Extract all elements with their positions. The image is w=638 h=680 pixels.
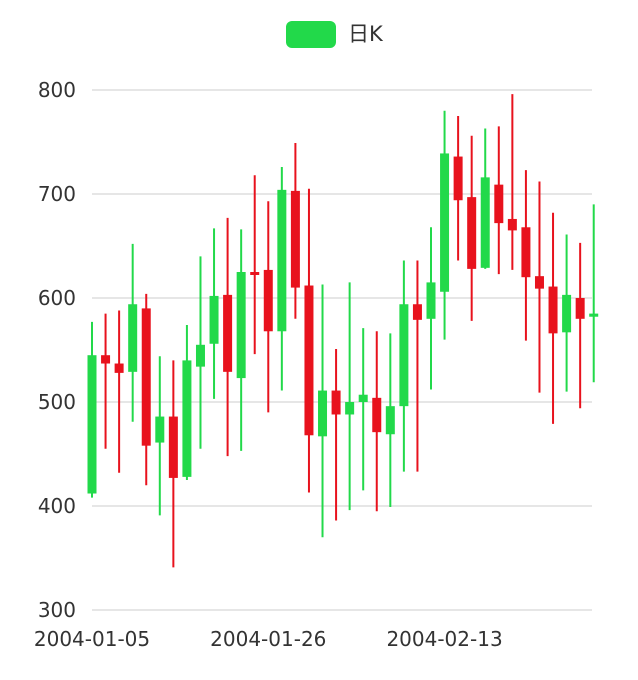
candle-body — [521, 227, 531, 278]
x-tick-label: 2004-01-05 — [34, 627, 150, 651]
candle-body — [290, 190, 300, 288]
candle-body — [155, 416, 165, 443]
candle-body — [480, 177, 490, 268]
y-tick-label: 700 — [38, 182, 76, 206]
y-tick-label: 300 — [38, 598, 76, 622]
candle-body — [440, 153, 450, 292]
candle-body — [507, 218, 517, 231]
y-tick-label: 500 — [38, 390, 76, 414]
candle-body — [345, 402, 355, 415]
candle-body — [358, 394, 368, 402]
candle-body — [467, 197, 477, 269]
candle-body — [277, 189, 287, 332]
candle-body — [236, 272, 246, 379]
candle-body — [331, 390, 341, 415]
candle-body — [114, 363, 124, 373]
y-tick-label: 800 — [38, 78, 76, 102]
candle-body — [128, 304, 138, 372]
candle-body — [195, 344, 205, 367]
candle-body — [101, 355, 111, 364]
candle-body — [453, 156, 463, 201]
candle-body — [412, 304, 422, 320]
legend-label: 日K — [348, 22, 383, 46]
candle-body — [575, 298, 585, 319]
candle-body — [141, 308, 151, 446]
candle-body — [426, 282, 436, 319]
x-tick-label: 2004-02-13 — [386, 627, 502, 651]
candle-body — [263, 269, 273, 332]
legend-swatch — [286, 20, 336, 48]
candle-body — [223, 294, 233, 372]
candle-body — [304, 285, 314, 436]
candle-body — [399, 304, 409, 407]
candle-body — [372, 397, 382, 433]
candle-body — [168, 416, 178, 478]
candle-body — [250, 272, 260, 275]
chart-legend[interactable]: 日K — [286, 20, 383, 48]
candle-body — [548, 286, 558, 334]
y-tick-label: 400 — [38, 494, 76, 518]
candle-body — [385, 406, 395, 435]
candle-body — [534, 276, 544, 289]
y-tick-label: 600 — [38, 286, 76, 310]
candle-body — [209, 295, 219, 344]
candle-body — [318, 390, 328, 437]
candle-body — [87, 355, 97, 494]
candle-body — [562, 294, 572, 333]
candle-body — [182, 360, 192, 477]
candle-body — [494, 184, 504, 224]
x-tick-label: 2004-01-26 — [210, 627, 326, 651]
candle-body — [589, 313, 599, 317]
